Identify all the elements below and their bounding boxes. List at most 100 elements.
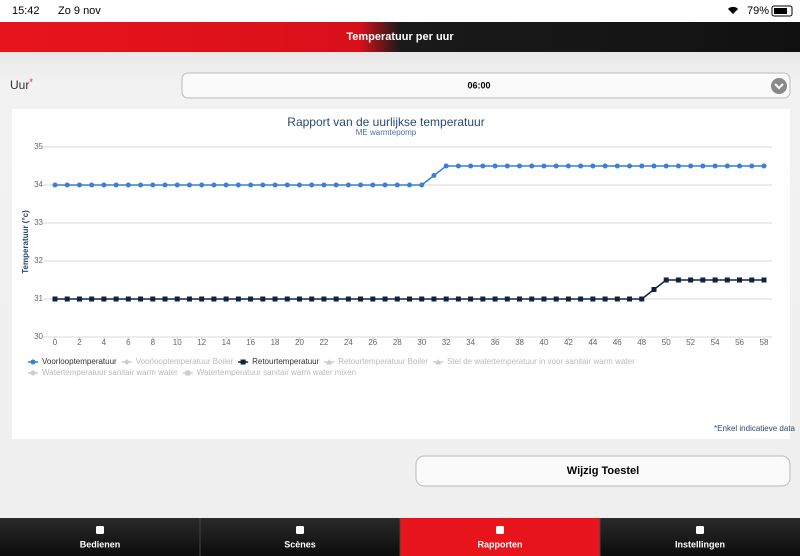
data-point xyxy=(443,163,449,169)
x-tick-label: 44 xyxy=(588,338,597,347)
data-point xyxy=(565,163,571,169)
data-point xyxy=(663,163,669,169)
data-point xyxy=(578,163,584,169)
legend-label[interactable]: Watertemperatuur sanitair warm water xyxy=(42,368,178,377)
change-device-button[interactable] xyxy=(415,455,791,487)
data-point xyxy=(186,182,192,188)
data-point xyxy=(321,182,327,188)
data-point xyxy=(553,163,559,169)
data-point xyxy=(321,296,327,302)
hour-select[interactable] xyxy=(181,72,791,99)
x-tick-label: 46 xyxy=(613,338,622,347)
data-point xyxy=(113,296,119,302)
data-point xyxy=(394,296,400,302)
data-point xyxy=(76,296,82,302)
legend-marker xyxy=(185,370,191,376)
data-point xyxy=(663,277,669,283)
x-tick-label: 18 xyxy=(271,338,280,347)
status-bar xyxy=(0,0,800,22)
legend-marker xyxy=(123,359,130,365)
data-point xyxy=(248,296,254,302)
label-text: Uur xyxy=(10,78,29,92)
data-point xyxy=(64,182,70,188)
legend-marker xyxy=(30,370,36,376)
data-point xyxy=(174,182,180,188)
data-point xyxy=(272,182,278,188)
wifi-icon xyxy=(728,6,738,14)
data-point xyxy=(419,296,425,302)
x-tick-label: 4 xyxy=(102,338,107,347)
data-point xyxy=(150,182,156,188)
data-point xyxy=(138,182,144,188)
data-point xyxy=(468,163,474,169)
data-point xyxy=(260,182,266,188)
data-point xyxy=(419,182,425,188)
data-point xyxy=(272,296,278,302)
tab[interactable] xyxy=(0,518,200,556)
x-tick-label: 54 xyxy=(711,338,720,347)
data-point xyxy=(712,163,718,169)
chart-card xyxy=(12,109,790,439)
tab[interactable] xyxy=(600,518,800,556)
data-point xyxy=(101,296,107,302)
data-point xyxy=(211,182,217,188)
x-tick-label: 36 xyxy=(491,338,500,347)
data-point xyxy=(675,163,681,169)
legend-label[interactable]: Watertemperatuur sanitair warm water mix… xyxy=(197,368,356,377)
x-tick-label: 16 xyxy=(246,338,255,347)
selected-hour: 06:00 xyxy=(467,80,490,90)
data-point xyxy=(89,296,95,302)
footnote: *Enkel indicatieve data xyxy=(714,424,795,433)
legend-label[interactable]: Stel de watertemperatuur in voor sanitai… xyxy=(447,357,635,366)
data-point xyxy=(382,182,388,188)
data-point xyxy=(345,296,351,302)
data-point xyxy=(675,277,681,283)
data-point xyxy=(553,296,559,302)
legend-marker xyxy=(30,359,36,365)
data-point xyxy=(688,277,694,283)
data-point xyxy=(565,296,571,302)
legend-marker xyxy=(435,359,442,365)
x-tick-label: 32 xyxy=(442,338,451,347)
legend-label[interactable]: Voorlooptemperatuur Boiler xyxy=(136,357,234,366)
active-tab xyxy=(400,518,600,556)
legend-label[interactable]: Voorlooptemperatuur xyxy=(42,357,117,366)
data-point xyxy=(724,163,730,169)
arrow-glyph xyxy=(774,83,784,90)
tab-icon xyxy=(496,526,504,534)
tab[interactable] xyxy=(200,518,400,556)
data-point xyxy=(431,173,437,178)
button-label: Wijzig Toestel xyxy=(567,465,639,477)
data-point xyxy=(639,163,645,169)
x-tick-label: 26 xyxy=(368,338,377,347)
data-point xyxy=(761,277,767,283)
data-point xyxy=(492,163,498,169)
tab-icon xyxy=(96,526,104,534)
tab[interactable] xyxy=(400,518,600,556)
legend-label[interactable]: Retourtemperatuur Boiler xyxy=(338,357,428,366)
select-arrow[interactable] xyxy=(771,78,787,94)
data-point xyxy=(749,163,755,169)
data-point xyxy=(529,296,535,302)
data-point xyxy=(724,277,730,283)
x-tick-label: 20 xyxy=(295,338,304,347)
battery-level xyxy=(774,8,787,14)
header-title: Temperatuur per uur xyxy=(346,31,454,43)
data-point xyxy=(296,182,302,188)
data-point xyxy=(627,163,633,169)
data-point xyxy=(614,296,620,302)
x-tick-label: 34 xyxy=(466,338,475,347)
data-point xyxy=(651,163,657,169)
data-point xyxy=(651,287,657,292)
form-label: Uur* xyxy=(10,77,33,92)
x-tick-label: 22 xyxy=(319,338,328,347)
tab-label: Scènes xyxy=(284,539,316,549)
data-point xyxy=(602,163,608,169)
data-point xyxy=(284,182,290,188)
legend-marker xyxy=(326,359,333,365)
legend-label[interactable]: Retourtemperatuur xyxy=(252,357,319,366)
data-point xyxy=(235,296,241,302)
data-point xyxy=(590,296,596,302)
data-point xyxy=(407,182,412,188)
